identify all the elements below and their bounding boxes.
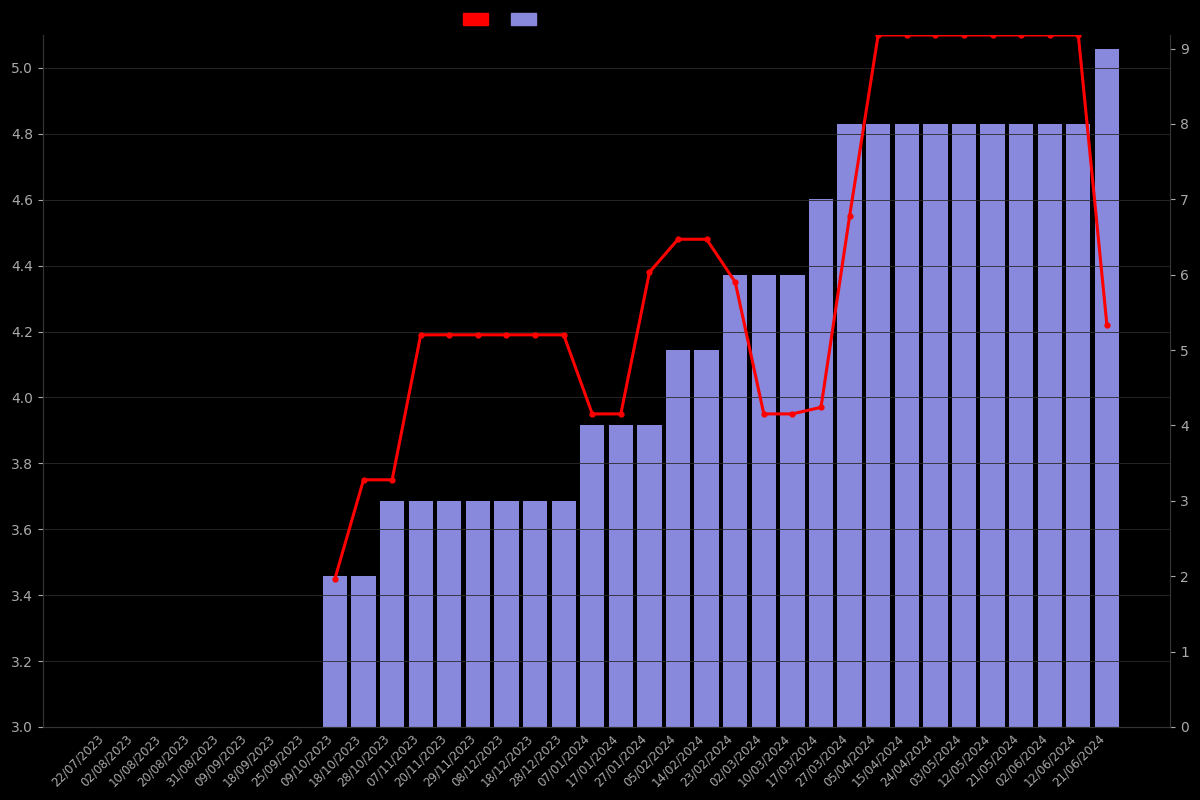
Bar — [408, 501, 433, 727]
Bar — [1038, 124, 1062, 727]
Bar — [780, 274, 804, 727]
Bar — [724, 274, 748, 727]
Bar — [866, 124, 890, 727]
Bar — [466, 501, 490, 727]
Bar — [380, 501, 404, 727]
Bar — [751, 274, 776, 727]
Bar — [1094, 49, 1120, 727]
Bar — [552, 501, 576, 727]
Bar — [1066, 124, 1091, 727]
Bar — [695, 350, 719, 727]
Bar — [1009, 124, 1033, 727]
Bar — [352, 576, 376, 727]
Legend: , : , — [458, 7, 552, 33]
Bar — [838, 124, 862, 727]
Bar — [666, 350, 690, 727]
Bar — [523, 501, 547, 727]
Bar — [980, 124, 1004, 727]
Bar — [494, 501, 518, 727]
Bar — [923, 124, 948, 727]
Bar — [809, 199, 833, 727]
Bar — [895, 124, 919, 727]
Bar — [437, 501, 462, 727]
Bar — [608, 426, 634, 727]
Bar — [637, 426, 661, 727]
Bar — [952, 124, 976, 727]
Bar — [580, 426, 605, 727]
Bar — [323, 576, 347, 727]
